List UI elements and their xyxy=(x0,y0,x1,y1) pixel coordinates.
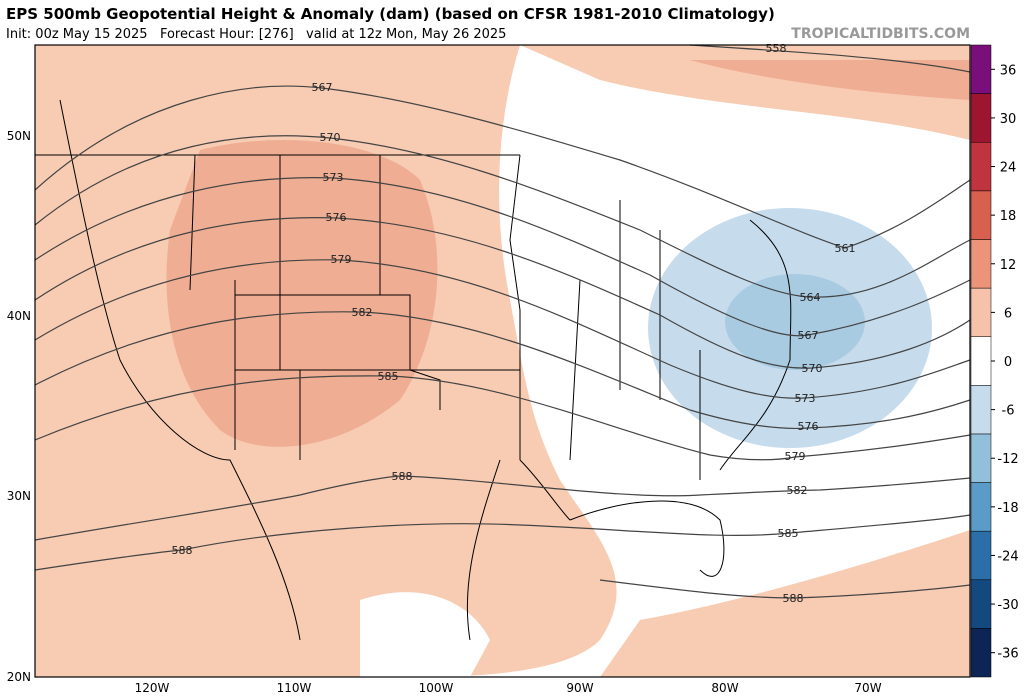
colorbar-tick-label: -12 xyxy=(997,452,1018,467)
watermark: TROPICALTIDBITS.COM xyxy=(791,26,970,42)
contour-label: 573 xyxy=(795,392,816,405)
colorbar-tick-label: 36 xyxy=(1000,63,1017,78)
colorbar-band xyxy=(970,530,992,581)
colorbar-band xyxy=(970,287,992,337)
colorbar-band xyxy=(970,44,992,94)
contour-label: 585 xyxy=(778,527,799,540)
contour-label: 576 xyxy=(798,420,819,433)
lat-label: 30N xyxy=(7,489,31,503)
contour-label: 576 xyxy=(326,211,347,224)
contour-label: 564 xyxy=(800,291,821,304)
lon-label: 90W xyxy=(566,681,593,695)
contour-labels: 558 567 570 573 576 579 582 585 588 588 … xyxy=(172,42,856,605)
lon-label: 100W xyxy=(419,681,454,695)
colorbar-tick-label: -24 xyxy=(997,549,1018,564)
contour-label: 582 xyxy=(352,306,373,319)
positive-anomaly xyxy=(600,530,970,677)
colorbar-band xyxy=(970,239,992,289)
map-frame xyxy=(34,44,971,678)
lon-label: 120W xyxy=(135,681,170,695)
colorbar-band xyxy=(970,433,992,483)
contour-label: 573 xyxy=(323,171,344,184)
colorbar-band xyxy=(970,628,992,678)
negative-anomaly-core xyxy=(725,274,865,370)
lon-label: 80W xyxy=(711,681,738,695)
colorbar-band xyxy=(970,579,992,629)
lon-label: 110W xyxy=(277,681,312,695)
contours xyxy=(34,44,971,599)
colorbar-band xyxy=(970,482,992,532)
lat-label: 20N xyxy=(7,670,31,684)
colorbar-band xyxy=(970,336,992,386)
contour-label: 561 xyxy=(835,242,856,255)
contour-label: 582 xyxy=(787,484,808,497)
map: 558 567 570 573 576 579 582 585 588 588 … xyxy=(34,42,971,678)
colorbar-tick-label: -36 xyxy=(997,647,1018,662)
contour-label: 588 xyxy=(392,470,413,483)
lat-label: 50N xyxy=(7,129,31,143)
lat-label: 40N xyxy=(7,309,31,323)
colorbar-tick-label: 24 xyxy=(1000,161,1017,176)
contour-label: 567 xyxy=(798,329,819,342)
coastline xyxy=(59,99,792,641)
contour-label: 570 xyxy=(802,362,823,375)
colorbar-band xyxy=(970,385,992,435)
colorbar-band xyxy=(970,190,992,240)
colorbar: 36 30 24 18 12 6 0 -6 -12 -18 -24 -30 -36 xyxy=(970,44,1019,678)
positive-anomaly-core xyxy=(690,60,970,100)
contour-label: 588 xyxy=(783,592,804,605)
axis-labels: 50N 40N 30N 20N 120W 110W 100W 90W 80W 7… xyxy=(7,129,882,695)
contour-label: 579 xyxy=(331,253,352,266)
colorbar-tick-label: -6 xyxy=(1002,404,1015,419)
colorbar-band xyxy=(970,141,992,192)
colorbar-tick-label: 6 xyxy=(1004,306,1012,321)
contour-label: 570 xyxy=(320,131,341,144)
contour-label: 585 xyxy=(378,370,399,383)
contour-label: 579 xyxy=(785,450,806,463)
colorbar-tick-label: 0 xyxy=(1004,355,1012,370)
contour-label: 588 xyxy=(172,544,193,557)
colorbar-tick-label: -30 xyxy=(997,598,1018,613)
colorbar-tick-label: 12 xyxy=(1000,258,1017,273)
colorbar-band xyxy=(970,93,992,143)
colorbar-tick-label: 30 xyxy=(1000,112,1017,127)
contour-label: 567 xyxy=(312,81,333,94)
colorbar-tick-label: -18 xyxy=(997,501,1018,516)
colorbar-tick-label: 18 xyxy=(1000,209,1017,224)
neutral-area xyxy=(360,592,490,677)
title: EPS 500mb Geopotential Height & Anomaly … xyxy=(6,5,775,23)
contour-label: 558 xyxy=(766,42,787,55)
subtitle: Init: 00z May 15 2025 Forecast Hour: [27… xyxy=(6,27,506,42)
lon-label: 70W xyxy=(854,681,881,695)
